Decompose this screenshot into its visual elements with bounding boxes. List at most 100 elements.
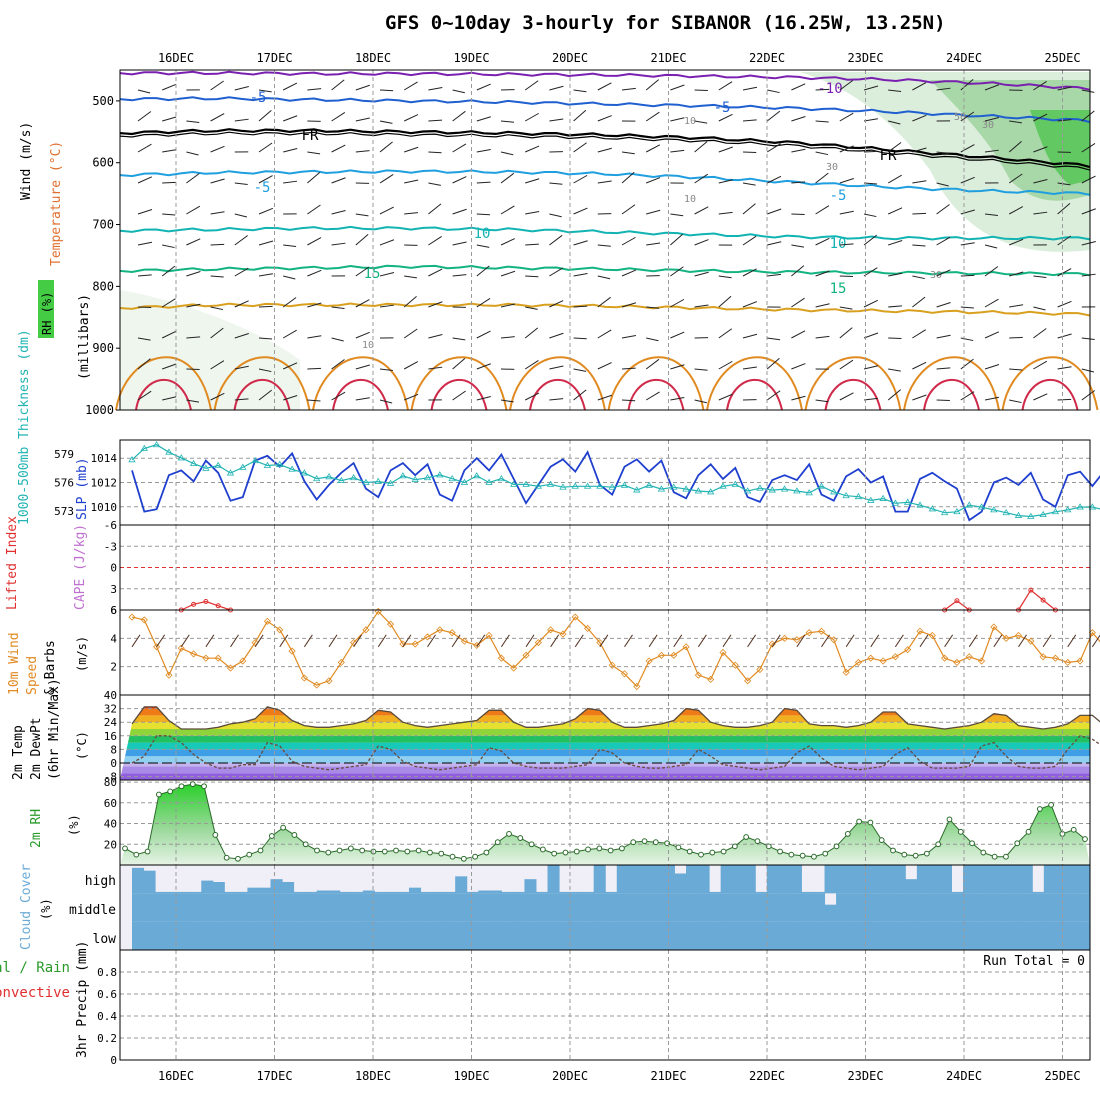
cloud-cell xyxy=(778,922,790,950)
cloud-cell xyxy=(374,922,386,950)
cloud-cell xyxy=(1032,893,1044,921)
cloud-cell xyxy=(963,865,975,893)
cloud-cell xyxy=(247,888,259,894)
cloud-cell xyxy=(536,892,548,893)
cloud-row-label: middle xyxy=(69,903,116,918)
cloud-cell xyxy=(190,892,202,893)
cloud-cell xyxy=(951,893,963,921)
rh-point xyxy=(439,851,444,856)
rh-point xyxy=(744,835,749,840)
cloud-cell xyxy=(190,893,202,921)
cloud-cell xyxy=(132,868,144,894)
cloud-cell xyxy=(732,893,744,921)
cloud-cell xyxy=(190,922,202,950)
cloud-cell xyxy=(778,865,790,893)
cloud-cell xyxy=(1009,893,1021,921)
wind-barb xyxy=(1009,337,1023,338)
cloud-cell xyxy=(617,922,629,950)
precip-run-total: Run Total = 0 xyxy=(983,954,1085,969)
cloud-cell xyxy=(340,922,352,950)
rh-point xyxy=(348,846,353,851)
cloud-cell xyxy=(259,922,271,950)
cloud-cell xyxy=(940,893,952,921)
cloud-cell xyxy=(236,893,248,921)
wind-barb xyxy=(888,338,901,339)
rh-point xyxy=(1026,829,1031,834)
date-label-top: 20DEC xyxy=(552,51,588,65)
cloud-cell xyxy=(455,893,467,921)
cloud-cell xyxy=(201,881,213,894)
cloud-cell xyxy=(848,865,860,893)
temp-band xyxy=(120,763,1090,766)
cloud-cell xyxy=(213,922,225,950)
rh-point xyxy=(292,833,297,838)
cloud-cell xyxy=(501,892,513,893)
cloud-cell xyxy=(282,922,294,950)
rh-point xyxy=(156,792,161,797)
cloud-row-label: low xyxy=(93,932,117,947)
contour-label: 10 xyxy=(684,194,696,205)
y-tick-label: 0.6 xyxy=(97,988,117,1001)
wind-barb xyxy=(937,400,950,401)
rh-point xyxy=(202,784,207,789)
cloud-row-label: high xyxy=(85,874,116,889)
cloud-cell xyxy=(813,922,825,950)
cloud-cell xyxy=(1067,865,1079,893)
cloud-cell xyxy=(1055,865,1067,893)
cloud-cell xyxy=(328,891,340,894)
cloud-cell xyxy=(1044,922,1056,950)
cloud-cell xyxy=(305,892,317,893)
date-label-bottom: 21DEC xyxy=(650,1069,686,1083)
contour-label: FR xyxy=(880,148,897,164)
cloud-cell xyxy=(340,892,352,893)
axis-label: (°C) xyxy=(75,731,89,760)
cloud-cell xyxy=(882,865,894,893)
cloud-cell xyxy=(132,893,144,921)
cloud-cell xyxy=(617,893,629,921)
y-tick-label: 24 xyxy=(104,716,118,729)
cloud-cell xyxy=(686,893,698,921)
cloud-cell xyxy=(524,879,536,893)
cloud-cell xyxy=(940,922,952,950)
rh-point xyxy=(755,839,760,844)
rh-point xyxy=(913,853,918,858)
cloud-cell xyxy=(582,893,594,921)
cloud-cell xyxy=(801,922,813,950)
cloud-cell xyxy=(432,922,444,950)
cloud-cell xyxy=(674,874,686,894)
cloud-cell xyxy=(421,922,433,950)
rh-point xyxy=(992,854,997,859)
rh-point xyxy=(981,850,986,855)
cloud-cell xyxy=(594,922,606,950)
cloud-cell xyxy=(224,892,236,893)
y-tick-label: 1010 xyxy=(91,501,118,514)
cloud-cell xyxy=(825,922,837,950)
cloud-cell xyxy=(871,893,883,921)
wind-barb xyxy=(791,214,804,215)
cloud-cell xyxy=(594,893,606,921)
cloud-cell xyxy=(351,892,363,893)
cloud-cell xyxy=(271,893,283,921)
cloud-cell xyxy=(559,892,571,893)
rh-point xyxy=(495,840,500,845)
cloud-cell xyxy=(305,893,317,921)
axis-label: Total / Rain xyxy=(0,960,70,976)
y-tick-label: 20 xyxy=(104,838,117,851)
cloud-cell xyxy=(640,922,652,950)
y-tick-label: 0.2 xyxy=(97,1032,117,1045)
wind-barb xyxy=(816,89,830,90)
axis-label: 1000-500mb Thickness (dm) xyxy=(17,329,32,525)
cloud-cell xyxy=(444,892,456,893)
cloud-cell xyxy=(594,865,606,893)
rh-point xyxy=(721,849,726,854)
rh-point xyxy=(405,849,410,854)
cloud-cell xyxy=(432,892,444,893)
cloud-cell xyxy=(825,905,837,922)
cloud-cell xyxy=(928,893,940,921)
rh-point xyxy=(484,850,489,855)
cloud-cell xyxy=(986,865,998,893)
axis-label: CAPE (J/kg) xyxy=(73,524,88,610)
y-tick-label: 3 xyxy=(110,583,117,596)
rh-point xyxy=(315,848,320,853)
date-label-top: 24DEC xyxy=(946,51,982,65)
